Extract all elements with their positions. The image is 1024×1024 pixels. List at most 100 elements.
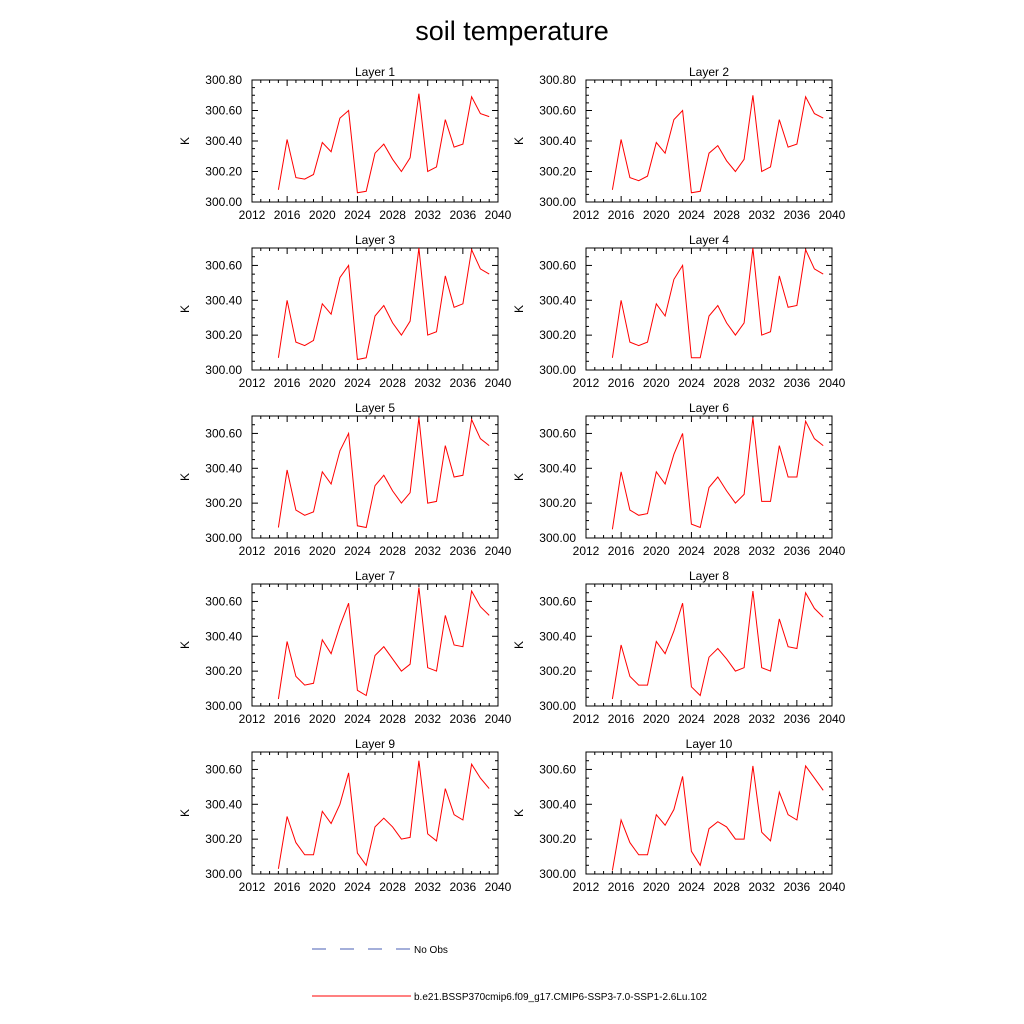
x-tick-label: 2024 xyxy=(678,208,705,222)
panel-layer-6: Layer 6 K 2012 2016 2020 2024 2028 2032 2036 2040… xyxy=(512,401,846,558)
y-tick-label: 300.20 xyxy=(539,165,576,179)
x-tick-label: 2012 xyxy=(573,376,600,390)
x-tick-label: 2028 xyxy=(379,208,406,222)
x-tick-label: 2016 xyxy=(608,880,635,894)
x-tick-label: 2036 xyxy=(450,712,477,726)
y-tick-label: 300.60 xyxy=(205,258,242,272)
panel-layer-4: Layer 4 K 2012 2016 2020 2024 2028 2032 2036 2040… xyxy=(512,233,846,390)
y-tick-label: 300.00 xyxy=(205,195,242,209)
y-tick-label: 300.60 xyxy=(205,104,242,118)
legend-series-label: b.e21.BSSP370cmip6.f09_g17.CMIP6-SSP3-7.… xyxy=(414,992,707,1003)
x-tick-label: 2028 xyxy=(713,880,740,894)
x-tick-label: 2036 xyxy=(450,544,477,558)
x-tick-label: 2032 xyxy=(748,208,775,222)
x-tick-label: 2032 xyxy=(414,208,441,222)
y-tick-label: 300.60 xyxy=(205,762,242,776)
panel-title: Layer 3 xyxy=(355,233,395,247)
y-axis-label: K xyxy=(512,809,526,817)
series-line xyxy=(611,417,824,530)
panel-title: Layer 10 xyxy=(686,737,733,751)
series-line xyxy=(277,93,490,194)
y-tick-label: 300.00 xyxy=(205,867,242,881)
x-tick-label: 2012 xyxy=(573,712,600,726)
x-tick-label: 2036 xyxy=(450,376,477,390)
x-tick-label: 2020 xyxy=(643,208,670,222)
x-tick-label: 2028 xyxy=(379,712,406,726)
x-tick-label: 2036 xyxy=(450,208,477,222)
x-tick-label: 2040 xyxy=(819,544,846,558)
x-tick-label: 2036 xyxy=(784,880,811,894)
x-tick-label: 2012 xyxy=(573,208,600,222)
x-tick-label: 2024 xyxy=(678,544,705,558)
y-tick-label: 300.40 xyxy=(205,629,242,643)
x-tick-label: 2016 xyxy=(274,376,301,390)
x-tick-label: 2040 xyxy=(485,712,512,726)
y-tick-label: 300.00 xyxy=(539,363,576,377)
x-tick-label: 2040 xyxy=(819,712,846,726)
plot-frame xyxy=(251,751,499,875)
x-tick-label: 2032 xyxy=(414,376,441,390)
x-tick-label: 2036 xyxy=(784,376,811,390)
x-tick-label: 2012 xyxy=(239,712,266,726)
y-tick-label: 300.40 xyxy=(539,461,576,475)
plot-frame xyxy=(585,751,833,875)
x-tick-label: 2024 xyxy=(344,376,371,390)
y-tick-label: 300.20 xyxy=(539,496,576,510)
x-tick-label: 2016 xyxy=(608,208,635,222)
legend-no-obs-label: No Obs xyxy=(414,945,448,956)
series-line xyxy=(277,760,490,869)
x-tick-label: 2012 xyxy=(239,544,266,558)
x-tick-label: 2040 xyxy=(485,208,512,222)
y-tick-label: 300.40 xyxy=(205,134,242,148)
x-tick-label: 2024 xyxy=(678,880,705,894)
y-tick-label: 300.60 xyxy=(539,258,576,272)
panel-layer-1: Layer 1 K 2012 2016 2020 2024 2028 2032 2036 2040… xyxy=(178,65,512,222)
y-tick-label: 300.20 xyxy=(539,832,576,846)
series-line xyxy=(277,587,490,700)
x-tick-label: 2028 xyxy=(713,544,740,558)
x-tick-label: 2016 xyxy=(274,712,301,726)
x-tick-label: 2016 xyxy=(274,544,301,558)
panel-layer-5: Layer 5 K 2012 2016 2020 2024 2028 2032 2036 2040… xyxy=(178,401,512,558)
y-tick-label: 300.00 xyxy=(539,699,576,713)
x-tick-label: 2012 xyxy=(239,376,266,390)
y-axis-label: K xyxy=(512,641,526,649)
y-tick-label: 300.60 xyxy=(539,104,576,118)
y-tick-label: 300.40 xyxy=(205,293,242,307)
x-tick-label: 2024 xyxy=(678,376,705,390)
y-axis-label: K xyxy=(178,305,192,313)
x-tick-label: 2020 xyxy=(309,544,336,558)
y-tick-label: 300.00 xyxy=(539,867,576,881)
y-tick-label: 300.20 xyxy=(539,328,576,342)
x-tick-label: 2020 xyxy=(309,376,336,390)
y-tick-label: 300.80 xyxy=(205,73,242,87)
x-tick-label: 2036 xyxy=(784,712,811,726)
x-tick-label: 2032 xyxy=(748,712,775,726)
x-tick-label: 2020 xyxy=(643,880,670,894)
x-tick-label: 2036 xyxy=(784,208,811,222)
y-tick-label: 300.00 xyxy=(205,531,242,545)
series-line xyxy=(277,417,490,529)
x-tick-label: 2032 xyxy=(748,544,775,558)
x-tick-label: 2012 xyxy=(239,208,266,222)
x-tick-label: 2024 xyxy=(344,712,371,726)
legend: No Obs b.e21.BSSP370cmip6.f09_g17.CMIP6-… xyxy=(312,945,707,1003)
y-tick-label: 300.40 xyxy=(539,629,576,643)
y-axis-label: K xyxy=(512,305,526,313)
x-tick-label: 2020 xyxy=(643,544,670,558)
panel-layer-7: Layer 7 K 2012 2016 2020 2024 2028 2032 2036 2040… xyxy=(178,569,512,726)
x-tick-label: 2016 xyxy=(608,376,635,390)
panel-layer-9: Layer 9 K 2012 2016 2020 2024 2028 2032 2036 2040… xyxy=(178,737,512,894)
x-tick-label: 2024 xyxy=(678,712,705,726)
y-tick-label: 300.40 xyxy=(205,797,242,811)
y-tick-label: 300.00 xyxy=(205,699,242,713)
panel-title: Layer 7 xyxy=(355,569,395,583)
y-tick-label: 300.60 xyxy=(205,426,242,440)
y-tick-label: 300.20 xyxy=(205,496,242,510)
panel-title: Layer 1 xyxy=(355,65,395,79)
y-axis-label: K xyxy=(178,137,192,145)
panel-layer-8: Layer 8 K 2012 2016 2020 2024 2028 2032 2036 2040… xyxy=(512,569,846,726)
y-axis-label: K xyxy=(178,809,192,817)
y-tick-label: 300.60 xyxy=(539,762,576,776)
